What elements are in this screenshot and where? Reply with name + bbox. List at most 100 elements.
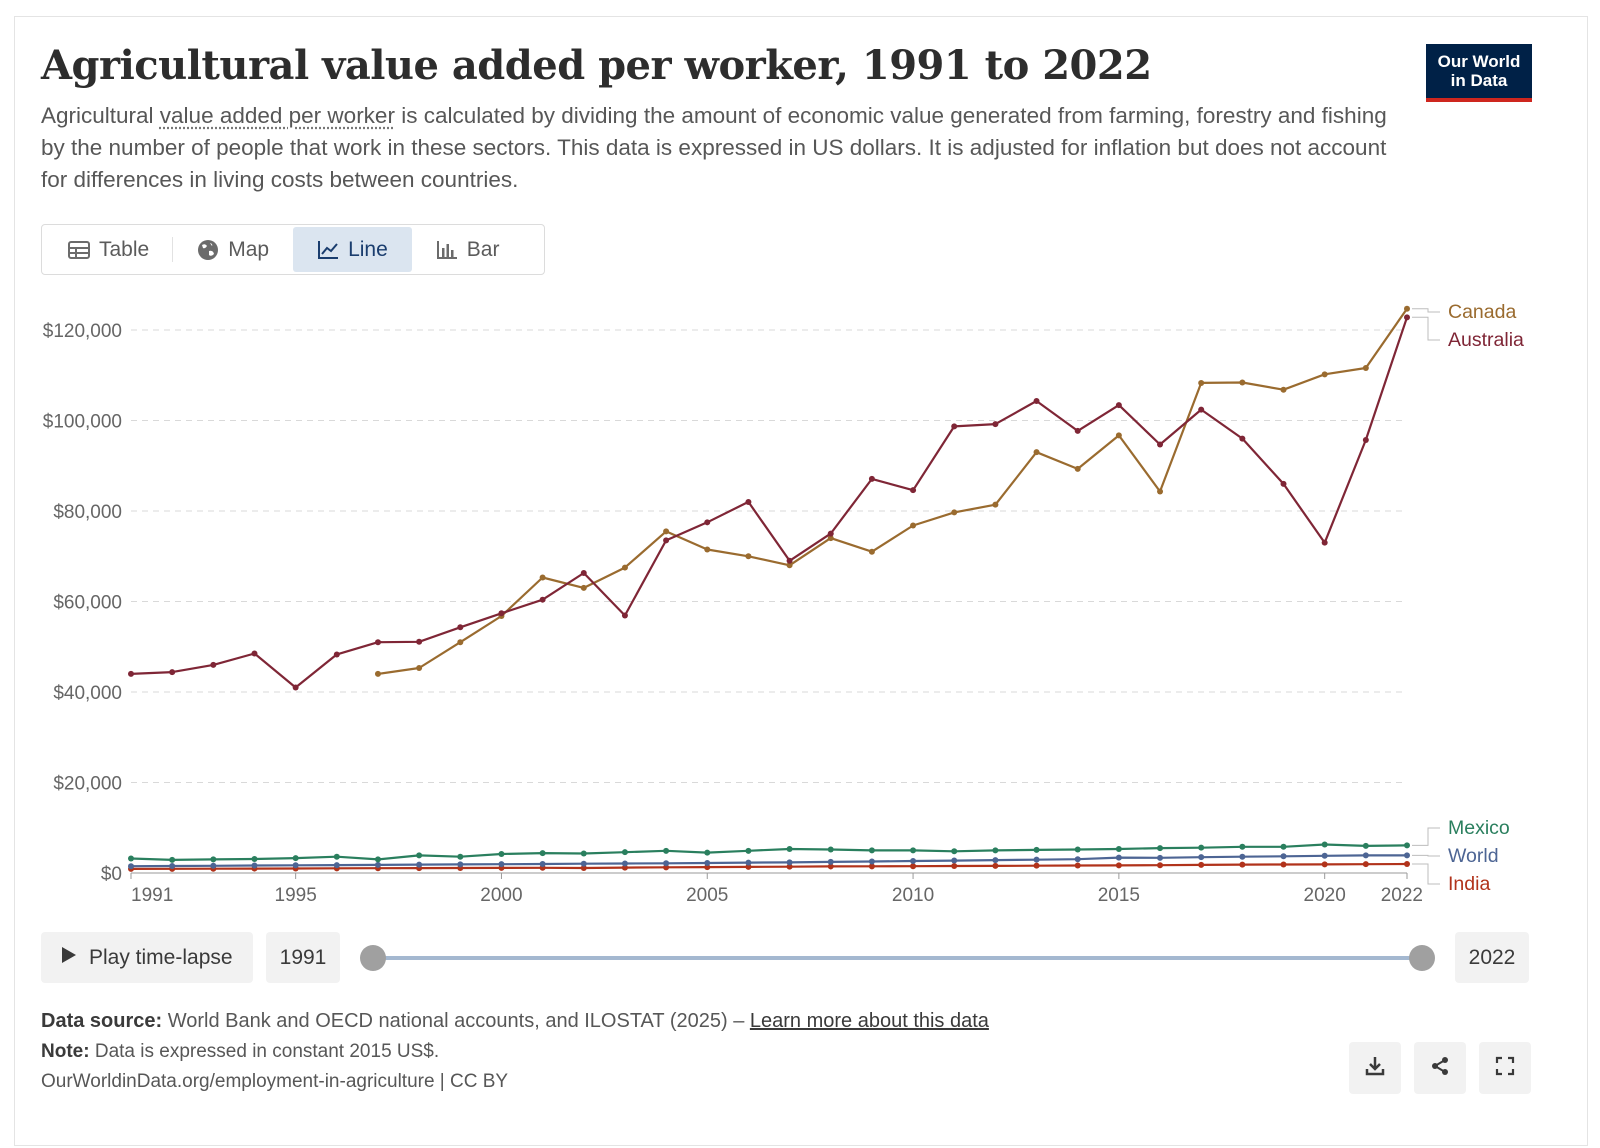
data-point-world — [210, 862, 217, 869]
play-timelapse-button[interactable]: Play time-lapse — [41, 932, 253, 983]
data-point-australia — [128, 670, 134, 677]
data-point-world — [251, 862, 258, 869]
data-point-mexico — [1280, 843, 1287, 850]
x-tick-label: 2022 — [1381, 885, 1423, 906]
legend-connector — [1412, 316, 1440, 341]
y-tick-label: $120,000 — [43, 321, 122, 342]
end-year-box[interactable]: 2022 — [1455, 932, 1529, 983]
data-point-world — [745, 859, 752, 866]
data-point-mexico — [128, 855, 134, 862]
data-point-india — [951, 862, 958, 869]
tab-map-label: Map — [228, 237, 270, 261]
data-point-australia — [498, 610, 505, 617]
data-point-australia — [910, 487, 917, 494]
y-tick-label: $20,000 — [53, 774, 122, 795]
data-point-canada — [580, 584, 587, 591]
data-point-world — [1321, 852, 1328, 859]
data-point-world — [868, 858, 875, 865]
tab-bar[interactable]: Bar — [412, 227, 524, 272]
legend-label-mexico: Mexico — [1448, 817, 1510, 839]
data-point-mexico — [868, 847, 875, 854]
series-line-india — [130, 862, 1408, 871]
x-tick-label: 2015 — [1098, 885, 1140, 906]
data-point-australia — [210, 661, 217, 668]
data-point-canada — [1115, 432, 1122, 439]
data-point-australia — [374, 639, 381, 646]
data-point-world — [992, 857, 999, 864]
data-point-india — [1280, 861, 1287, 868]
data-point-mexico — [1239, 843, 1246, 850]
data-point-australia — [1404, 314, 1410, 321]
series-line-world — [130, 854, 1407, 868]
y-tick-label: $80,000 — [53, 502, 122, 523]
data-point-mexico — [333, 853, 340, 860]
source-url[interactable]: OurWorldinData.org/employment-in-agricul… — [41, 1071, 509, 1092]
timeline-end-handle[interactable] — [1409, 945, 1435, 971]
timeline-start-handle[interactable] — [360, 945, 386, 971]
data-point-australia — [992, 421, 999, 428]
tab-line[interactable]: Line — [293, 227, 412, 272]
data-point-australia — [1321, 539, 1328, 546]
data-point-mexico — [1074, 846, 1081, 853]
data-point-world — [1198, 854, 1205, 861]
learn-more-link[interactable]: Learn more about this data — [749, 1010, 989, 1032]
data-point-australia — [1362, 436, 1369, 443]
logo-line-2: in Data — [1450, 71, 1508, 90]
data-point-australia — [1280, 480, 1287, 487]
x-tick-label: 1995 — [275, 885, 317, 906]
data-point-mexico — [416, 852, 423, 859]
legend-connector — [1412, 854, 1440, 857]
subtitle-prefix: Agricultural — [41, 103, 160, 128]
timeline-track[interactable] — [384, 956, 1424, 960]
tab-table[interactable]: Table — [44, 227, 174, 272]
data-point-india — [1321, 861, 1328, 868]
data-point-india — [992, 862, 999, 869]
x-tick-label: 2010 — [892, 885, 934, 906]
data-point-mexico — [1404, 842, 1410, 849]
fullscreen-button[interactable] — [1479, 1042, 1531, 1094]
data-point-mexico — [1115, 846, 1122, 853]
share-button[interactable] — [1414, 1042, 1466, 1094]
data-point-mexico — [704, 849, 711, 856]
data-point-india — [786, 863, 793, 870]
data-point-mexico — [827, 846, 834, 853]
owid-logo[interactable]: Our World in Data — [1426, 44, 1532, 102]
fullscreen-icon — [1495, 1056, 1515, 1081]
data-point-world — [374, 861, 381, 868]
share-icon — [1429, 1055, 1451, 1082]
download-icon — [1364, 1055, 1386, 1082]
data-point-world — [498, 861, 505, 868]
line-chart: $0 $20,000 $40,000 $60,000 $80,000 $100,000 $1… — [43, 301, 1524, 906]
data-point-mexico — [663, 847, 670, 854]
start-year-box[interactable]: 1991 — [266, 932, 340, 983]
chart-title: Agricultural value added per worker, 199… — [41, 42, 1152, 89]
data-point-canada — [1157, 488, 1164, 495]
data-point-canada — [663, 528, 670, 535]
data-point-canada — [1198, 379, 1205, 386]
data-point-world — [1074, 856, 1081, 863]
data-point-mexico — [374, 856, 381, 863]
definition-link[interactable]: value added per worker — [159, 103, 395, 128]
data-point-world — [786, 859, 793, 866]
data-point-mexico — [169, 856, 176, 863]
data-point-india — [1033, 862, 1040, 869]
data-point-canada — [1362, 365, 1369, 372]
data-point-australia — [827, 530, 834, 537]
view-tabs: Table Map Line Bar — [41, 224, 545, 275]
data-point-world — [704, 860, 711, 867]
download-button[interactable] — [1349, 1042, 1401, 1094]
data-point-australia — [663, 537, 670, 544]
data-point-mexico — [992, 847, 999, 854]
data-point-world — [128, 863, 134, 870]
data-point-australia — [1033, 398, 1040, 405]
tab-map[interactable]: Map — [173, 227, 293, 272]
tab-bar-label: Bar — [466, 237, 500, 261]
data-point-australia — [786, 557, 793, 564]
data-point-canada — [457, 639, 464, 646]
data-point-india — [1239, 861, 1246, 868]
data-point-world — [539, 860, 546, 867]
series-line-canada — [377, 308, 1408, 675]
data-point-canada — [416, 665, 423, 672]
data-point-mexico — [1198, 844, 1205, 851]
source-label: Data source: — [41, 1010, 163, 1032]
